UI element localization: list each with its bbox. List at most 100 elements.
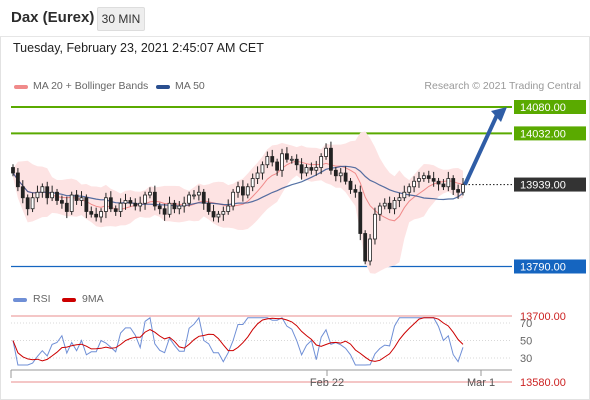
candle-body — [329, 147, 333, 171]
candle-body — [270, 156, 275, 163]
candle-body — [368, 238, 372, 262]
level-label-14080: 14080.00 — [520, 102, 566, 114]
candle-body — [216, 213, 221, 218]
candle-body — [162, 208, 167, 215]
x-tick-label: Mar 1 — [467, 377, 495, 389]
candle-body — [236, 186, 240, 193]
rsi-legend-label: RSI — [33, 293, 51, 305]
candle-body — [412, 180, 416, 188]
candle-body — [333, 169, 338, 177]
instrument-title: Dax (Eurex) — [11, 9, 95, 26]
candle-body — [196, 191, 201, 196]
rsi-ma-line — [12, 317, 464, 362]
rsi-tick-70: 70 — [520, 318, 532, 330]
rsi-tick-50: 50 — [520, 336, 532, 348]
chart-datetime: Tuesday, February 23, 2021 2:45:07 AM CE… — [13, 41, 264, 55]
candle-body — [94, 213, 99, 218]
candle-body — [299, 164, 304, 174]
candle-body — [157, 205, 162, 210]
candle-body — [285, 153, 289, 160]
rsi-ma-legend-label: 9MA — [82, 293, 104, 305]
candle-body — [265, 156, 270, 166]
candle-body — [74, 194, 79, 201]
candle-body — [358, 191, 363, 234]
candle-body — [108, 197, 113, 210]
candle-body — [182, 202, 187, 207]
candle-body — [250, 178, 255, 188]
candle-body — [240, 186, 245, 196]
forecast-arrow-shaft — [463, 114, 499, 186]
level-label-13790: 13790.00 — [520, 262, 566, 274]
candle-body — [192, 194, 196, 197]
candle-body — [99, 211, 103, 218]
candle-body — [20, 186, 25, 199]
level-label-13580: 13580.00 — [520, 377, 566, 389]
candle-body — [294, 158, 299, 166]
level-label-box-14080 — [514, 100, 586, 114]
candle-body — [377, 205, 382, 215]
candle-body — [25, 197, 30, 210]
candle-body — [431, 178, 436, 182]
candle-body — [133, 202, 138, 207]
candle-body — [15, 172, 20, 188]
candle-body — [387, 202, 392, 210]
level-label-box-13790 — [514, 259, 586, 274]
candle-body — [231, 191, 236, 207]
candle-body — [50, 191, 55, 199]
candle-body — [167, 202, 172, 215]
candle-body — [456, 189, 461, 193]
candle-body — [451, 178, 456, 190]
rsi-ma-legend-swatch — [62, 298, 76, 302]
candle-body — [289, 158, 294, 161]
candle-body — [55, 191, 59, 201]
ma20-legend-swatch — [14, 85, 28, 89]
candle-body — [280, 153, 284, 171]
candle-body — [338, 172, 343, 177]
candle-body — [89, 211, 94, 215]
x-tick-label: Feb 22 — [310, 377, 344, 389]
rsi-tick-30: 30 — [520, 353, 532, 365]
candle-body — [382, 202, 387, 207]
candle-body — [118, 202, 123, 212]
candle-body — [417, 178, 421, 182]
candle-body — [206, 202, 211, 212]
candle-body — [260, 164, 265, 174]
candle-body — [30, 197, 35, 210]
candle-body — [84, 197, 89, 212]
candle-body — [275, 161, 280, 171]
candle-body — [309, 167, 314, 171]
candle-body — [441, 183, 446, 188]
candle-body — [319, 156, 324, 168]
candle-body — [226, 205, 231, 212]
candle-body — [348, 180, 353, 190]
candle-body — [172, 202, 177, 210]
candle-body — [245, 186, 250, 196]
research-credit: Research © 2021 Trading Central — [424, 80, 581, 92]
ma20-legend-label: MA 20 + Bollinger Bands — [33, 80, 149, 92]
candle-body — [446, 178, 451, 188]
candle-body — [152, 191, 157, 207]
candle-body — [40, 186, 45, 193]
candle-body — [113, 208, 118, 212]
candle-body — [363, 233, 368, 262]
candle-body — [45, 186, 50, 199]
candle-body — [426, 175, 431, 179]
candle-body — [304, 167, 309, 174]
candle-body — [177, 205, 182, 210]
candle-body — [421, 175, 426, 179]
candle-body — [436, 180, 441, 185]
chart-header: Dax (Eurex) 30 MIN — [0, 0, 590, 37]
timeframe-badge[interactable]: 30 MIN — [97, 7, 145, 31]
level-label-13700: 13700.00 — [520, 311, 566, 323]
candle-body — [128, 200, 133, 204]
candle-body — [407, 186, 412, 193]
candle-body — [138, 202, 143, 207]
candle-body — [324, 147, 328, 157]
candle-body — [104, 197, 108, 212]
level-label-box-14032 — [514, 126, 586, 141]
forecast-arrow-head — [491, 107, 507, 122]
candle-body — [221, 211, 226, 215]
candle-body — [143, 194, 147, 204]
candle-body — [461, 184, 465, 193]
